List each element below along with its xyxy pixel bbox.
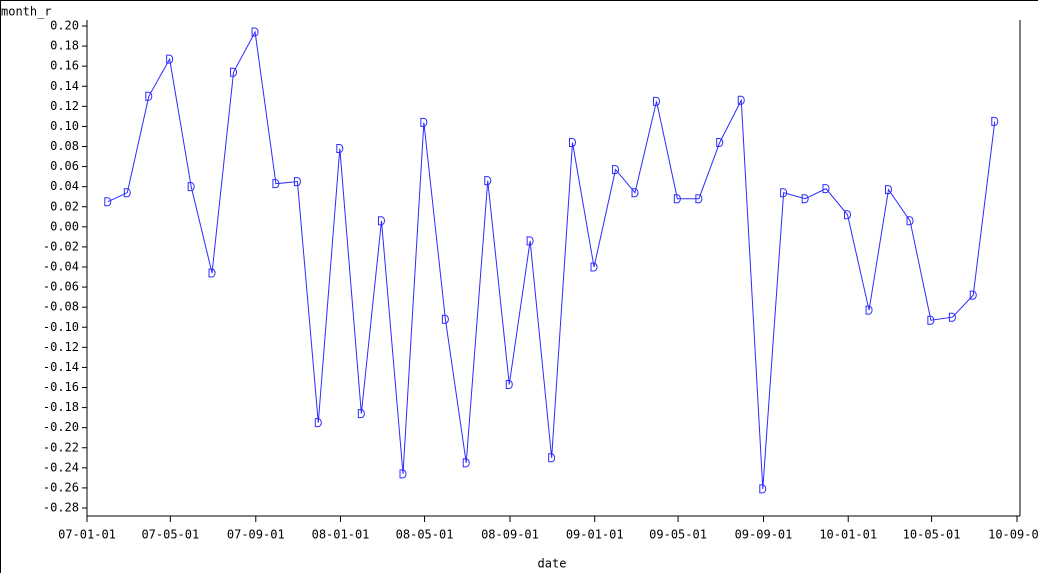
y-tick-label: -0.24 [43, 460, 79, 474]
point-marker [590, 262, 598, 272]
point-marker [927, 315, 935, 325]
point-marker [251, 27, 259, 37]
x-tick-label: 07-01-01 [58, 528, 116, 542]
point-marker [166, 54, 174, 64]
point-marker [462, 458, 470, 468]
point-marker [673, 194, 681, 204]
point-marker [187, 182, 195, 192]
x-tick-label: 07-09-01 [227, 528, 285, 542]
y-tick-label: -0.14 [43, 360, 79, 374]
y-tick-label: 0.12 [50, 99, 79, 113]
x-axis-label: date [538, 557, 567, 571]
y-tick-label: -0.20 [43, 420, 79, 434]
point-marker [885, 185, 893, 195]
point-marker [548, 453, 556, 463]
point-marker [208, 268, 216, 278]
y-tick-label: 0.00 [50, 219, 79, 233]
x-tick-label: 08-05-01 [396, 528, 454, 542]
point-marker [759, 484, 767, 494]
point-marker [441, 314, 449, 324]
point-marker [716, 137, 724, 147]
x-tick-label: 09-05-01 [649, 528, 707, 542]
point-marker [737, 95, 745, 105]
y-tick-label: 0.04 [50, 179, 79, 193]
y-tick-label: -0.22 [43, 440, 79, 454]
y-tick-label: 0.16 [50, 59, 79, 73]
point-marker [145, 91, 153, 101]
point-marker [780, 188, 788, 198]
y-tick-label: -0.06 [43, 280, 79, 294]
y-tick-label: 0.02 [50, 199, 79, 213]
y-tick-label: -0.08 [43, 300, 79, 314]
point-marker [230, 67, 238, 77]
point-marker [505, 379, 513, 389]
point-marker [969, 290, 977, 300]
point-marker [357, 409, 365, 419]
x-tick-label: 08-01-01 [312, 528, 370, 542]
y-tick-label: 0.06 [50, 159, 79, 173]
y-tick-label: -0.02 [43, 239, 79, 253]
point-marker [123, 188, 131, 198]
y-tick-label: -0.26 [43, 480, 79, 494]
y-tick-label: -0.04 [43, 260, 79, 274]
point-marker [568, 137, 576, 147]
y-tick-label: -0.10 [43, 320, 79, 334]
y-tick-label: 0.20 [50, 19, 79, 33]
point-marker [631, 188, 639, 198]
y-tick-label: 0.14 [50, 79, 79, 93]
point-marker [612, 165, 620, 175]
x-tick-label: 07-05-01 [141, 528, 199, 542]
point-marker [865, 305, 873, 315]
y-tick-label: -0.16 [43, 380, 79, 394]
point-marker [314, 418, 322, 428]
point-marker [293, 177, 301, 187]
series-line [107, 30, 996, 489]
x-tick-label: 09-09-01 [735, 528, 793, 542]
y-tick-label: -0.18 [43, 400, 79, 414]
point-marker [695, 194, 703, 204]
y-tick-label: -0.12 [43, 340, 79, 354]
point-marker [801, 194, 809, 204]
point-marker [822, 184, 830, 194]
y-tick-label: 0.10 [50, 119, 79, 133]
point-marker [377, 216, 385, 226]
y-axis-label: month_r [1, 5, 52, 19]
x-tick-label: 09-01-01 [566, 528, 624, 542]
point-marker [948, 312, 956, 322]
point-marker [399, 469, 407, 479]
point-marker [991, 116, 999, 126]
point-marker [272, 179, 280, 189]
point-marker [653, 96, 661, 106]
point-marker [526, 236, 534, 246]
point-marker [104, 197, 112, 207]
x-tick-label: 10-01-01 [819, 528, 877, 542]
y-tick-label: -0.28 [43, 501, 79, 515]
y-tick-label: 0.18 [50, 39, 79, 53]
point-marker [844, 210, 852, 220]
point-marker [336, 144, 344, 154]
x-tick-label: 10-09-01 [988, 528, 1038, 542]
point-marker [906, 216, 914, 226]
x-tick-label: 08-09-01 [481, 528, 539, 542]
x-tick-label: 10-05-01 [903, 528, 961, 542]
point-marker [420, 117, 428, 127]
point-marker [484, 176, 492, 186]
y-tick-label: 0.08 [50, 139, 79, 153]
